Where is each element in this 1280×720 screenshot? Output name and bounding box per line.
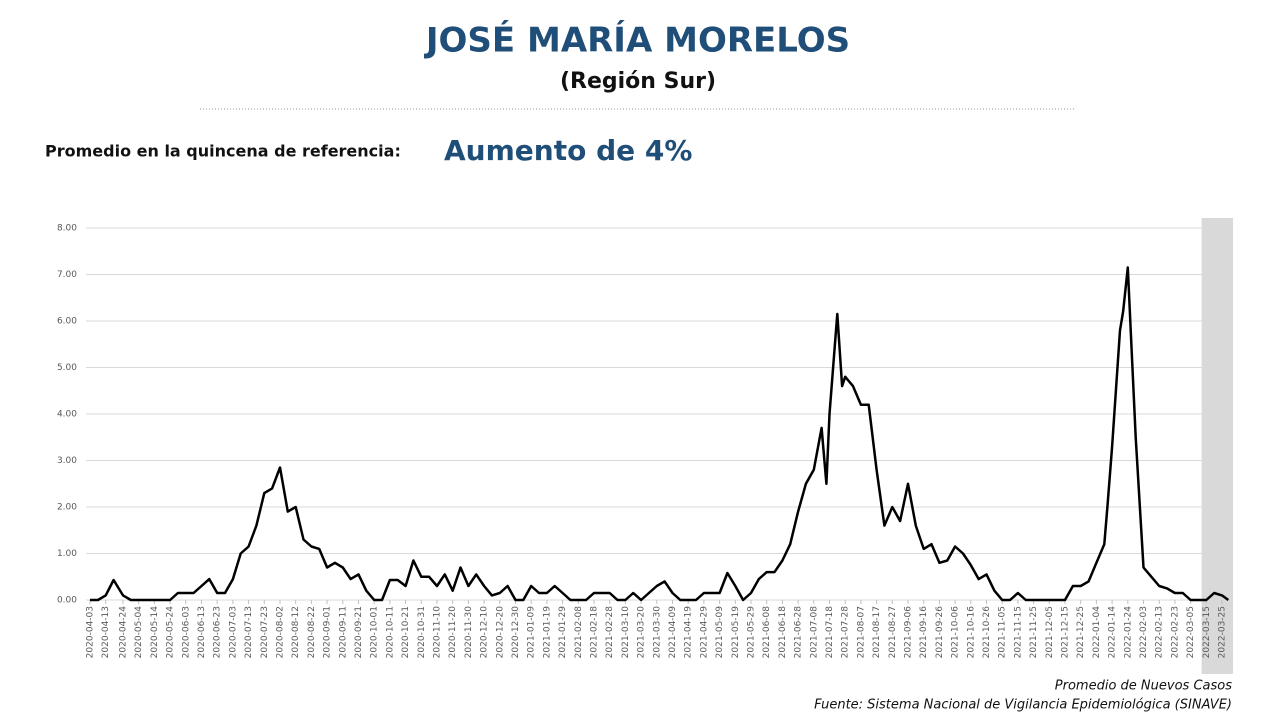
y-tick-label: 4.00	[57, 410, 77, 420]
y-tick-label: 5.00	[57, 363, 77, 373]
x-tick-label: 2020-11-10	[432, 606, 442, 659]
x-tick-label: 2021-04-29	[699, 606, 709, 659]
y-tick-label: 1.00	[57, 549, 77, 559]
x-tick-label: 2020-06-13	[197, 606, 207, 658]
x-tick-label: 2021-07-28	[841, 606, 851, 659]
x-tick-label: 2022-01-24	[1123, 606, 1133, 659]
x-tick-label: 2020-08-12	[291, 606, 301, 658]
x-tick-label: 2022-02-03	[1139, 606, 1149, 658]
x-tick-label: 2020-11-20	[448, 606, 458, 659]
x-tick-label: 2022-03-25	[1218, 606, 1228, 658]
x-tick-label: 2021-08-17	[872, 606, 882, 658]
reference-label: Promedio en la quincena de referencia:	[45, 142, 401, 161]
x-tick-label: 2020-10-01	[370, 606, 380, 658]
series-line	[90, 266, 1230, 602]
x-tick-label: 2021-02-18	[589, 606, 599, 659]
x-tick-label: 2021-05-29	[746, 606, 756, 659]
x-tick-label: 2021-02-28	[605, 606, 615, 659]
x-tick-label: 2020-11-30	[464, 606, 474, 659]
x-tick-label: 2021-09-16	[919, 606, 929, 659]
series-label: Promedio de Nuevos Casos	[1055, 679, 1232, 694]
chart-title: JOSÉ MARÍA MORELOS	[424, 20, 850, 61]
x-tick-label: 2020-12-10	[480, 606, 490, 659]
chart-subtitle: (Región Sur)	[560, 69, 716, 94]
y-tick-label: 7.00	[57, 270, 77, 280]
x-tick-label: 2020-09-21	[354, 606, 364, 658]
x-tick-label: 2020-08-02	[275, 606, 285, 658]
x-tick-label: 2021-08-07	[856, 606, 866, 658]
x-tick-label: 2021-06-08	[762, 606, 772, 659]
x-tick-label: 2020-05-04	[134, 606, 144, 659]
x-tick-label: 2021-12-15	[1061, 606, 1071, 658]
x-tick-label: 2020-09-01	[323, 606, 333, 658]
x-tick-label: 2020-07-23	[260, 606, 270, 658]
x-tick-label: 2020-05-24	[166, 606, 176, 659]
x-tick-label: 2021-11-15	[1013, 606, 1023, 658]
x-tick-label: 2022-03-05	[1186, 606, 1196, 658]
x-tick-label: 2021-07-08	[809, 606, 819, 659]
x-tick-label: 2021-04-19	[684, 606, 694, 659]
x-tick-label: 2020-04-03	[86, 606, 96, 658]
x-tick-label: 2021-05-09	[715, 606, 725, 659]
x-tick-label: 2020-06-23	[213, 606, 223, 658]
x-tick-label: 2022-01-14	[1108, 606, 1118, 659]
x-tick-label: 2021-03-10	[621, 606, 631, 659]
x-tick-label: 2020-08-22	[307, 606, 317, 658]
x-tick-label: 2020-12-20	[495, 606, 505, 659]
x-tick-label: 2021-01-19	[542, 606, 552, 659]
x-tick-label: 2021-08-27	[888, 606, 898, 658]
x-tick-label: 2021-09-06	[903, 606, 913, 659]
y-tick-label: 6.00	[57, 317, 77, 327]
reference-value: Aumento de 4%	[444, 134, 692, 167]
x-tick-label: 2020-10-31	[417, 606, 427, 658]
y-tick-label: 8.00	[57, 224, 77, 234]
x-tick-label: 2022-01-04	[1092, 606, 1102, 659]
x-tick-label: 2021-01-09	[527, 606, 537, 659]
x-tick-label: 2021-10-26	[982, 606, 992, 659]
y-tick-label: 2.00	[57, 503, 77, 513]
x-tick-label: 2022-03-15	[1202, 606, 1212, 658]
x-tick-label: 2020-10-11	[385, 606, 395, 658]
x-tick-label: 2021-06-28	[794, 606, 804, 659]
x-tick-label: 2021-10-16	[966, 606, 976, 659]
x-tick-label: 2020-04-24	[118, 606, 128, 659]
x-tick-label: 2020-04-13	[101, 606, 111, 658]
x-tick-label: 2021-04-09	[668, 606, 678, 659]
x-tick-label: 2021-11-25	[1029, 606, 1039, 658]
x-tick-label: 2021-10-06	[951, 606, 961, 659]
x-tick-label: 2021-12-05	[1045, 606, 1055, 658]
x-tick-label: 2021-07-18	[825, 606, 835, 659]
x-tick-label: 2020-09-11	[338, 606, 348, 658]
x-tick-label: 2021-05-19	[731, 606, 741, 659]
y-tick-label: 3.00	[57, 456, 77, 466]
x-tick-label: 2021-06-18	[778, 606, 788, 659]
x-tick-label: 2021-12-25	[1076, 606, 1086, 658]
x-tick-label: 2020-12-30	[511, 606, 521, 659]
x-tick-label: 2020-07-03	[228, 606, 238, 658]
x-tick-label: 2021-09-26	[935, 606, 945, 659]
x-tick-label: 2021-03-30	[652, 606, 662, 659]
highlight-band	[1201, 218, 1233, 674]
x-tick-label: 2020-06-03	[181, 606, 191, 658]
source-note: Fuente: Sistema Nacional de Vigilancia E…	[814, 698, 1232, 713]
x-tick-label: 2021-01-29	[558, 606, 568, 659]
x-tick-label: 2020-05-14	[150, 606, 160, 659]
x-tick-label: 2020-07-13	[244, 606, 254, 658]
x-tick-label: 2022-02-23	[1170, 606, 1180, 658]
x-tick-label: 2021-03-20	[637, 606, 647, 659]
x-tick-label: 2022-02-13	[1155, 606, 1165, 658]
x-tick-label: 2020-10-21	[401, 606, 411, 658]
x-tick-label: 2021-11-05	[998, 606, 1008, 658]
y-tick-label: 0.00	[57, 596, 77, 606]
x-tick-label: 2021-02-08	[574, 606, 584, 659]
